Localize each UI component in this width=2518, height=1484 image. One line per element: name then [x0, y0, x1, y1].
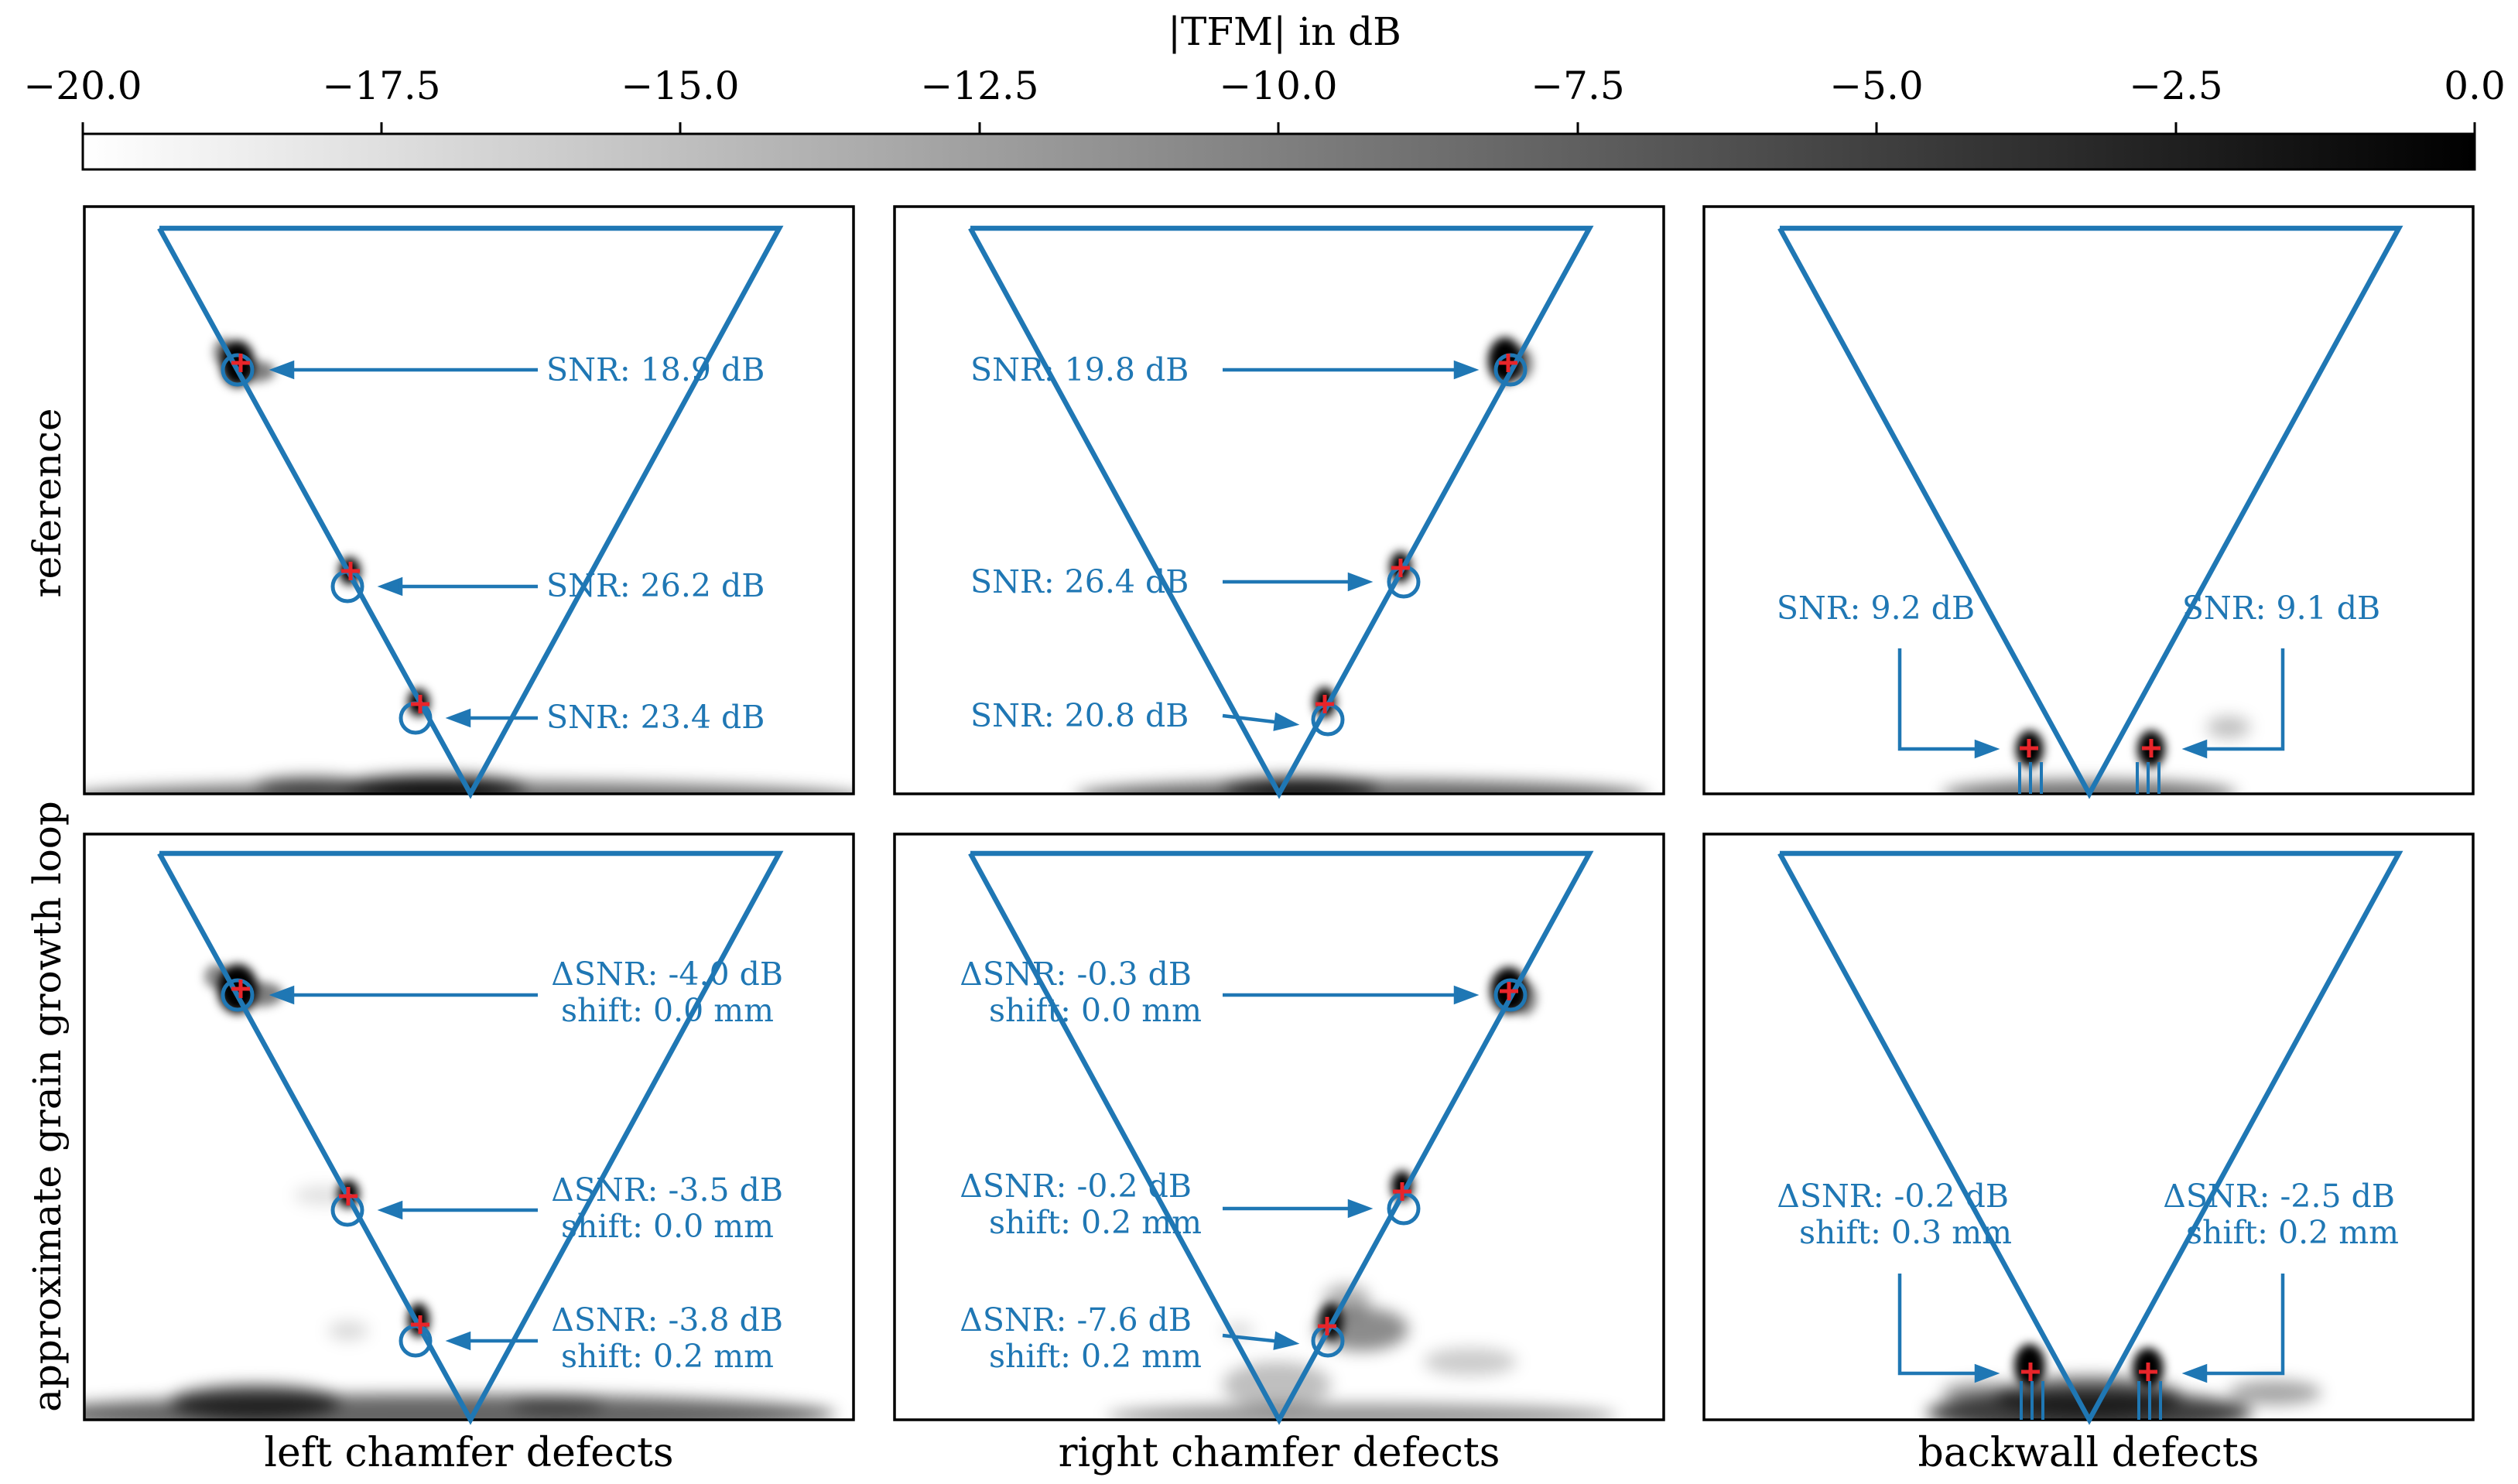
delta-snr-annotation: ΔSNR: -3.8 dB — [551, 1301, 783, 1339]
colorbar-tick-label: 0.0 — [2444, 63, 2506, 108]
delta-snr-annotation: ΔSNR: -0.2 dB — [960, 1168, 1192, 1205]
specimen-outline — [968, 225, 1594, 799]
specimen-outline — [157, 850, 784, 1425]
column-label-left: left chamfer defects — [264, 1430, 673, 1476]
shift-annotation: shift: 0.2 mm — [989, 1338, 1202, 1375]
colorbar: |TFM| in dB −20.0 −17.5 −15.0 −12.5 −10.… — [23, 9, 2506, 171]
panel-reference-left-chamfer: SNR: 18.9 dB SNR: 26.2 dB SNR: 23.4 dB — [83, 205, 855, 799]
shift-annotation: shift: 0.2 mm — [561, 1338, 774, 1375]
snr-annotation: SNR: 23.4 dB — [546, 699, 765, 736]
delta-snr-annotation: ΔSNR: -7.6 dB — [960, 1301, 1192, 1339]
snr-annotation: SNR: 19.8 dB — [970, 351, 1189, 388]
snr-annotation: SNR: 9.2 dB — [1777, 590, 1975, 627]
shift-annotation: shift: 0.0 mm — [989, 992, 1202, 1029]
colorbar-ticks — [81, 122, 2476, 134]
panel-reference-backwall: SNR: 9.2 dB SNR: 9.1 dB — [1702, 205, 2475, 799]
snr-annotation: SNR: 26.2 dB — [546, 567, 765, 604]
shift-annotation: shift: 0.3 mm — [1799, 1214, 2012, 1251]
tfm-image — [1076, 337, 1647, 794]
delta-snr-annotation: ΔSNR: -2.5 dB — [2163, 1178, 2395, 1215]
colorbar-label: |TFM| in dB — [1168, 9, 1401, 54]
specimen-outline — [1777, 850, 2403, 1425]
colorbar-tick-label: −2.5 — [2129, 63, 2222, 108]
panel-loop-backwall: ΔSNR: -0.2 dB shift: 0.3 mm ΔSNR: -2.5 d… — [1702, 833, 2475, 1425]
panel-loop-left-chamfer: ΔSNR: -4.0 dB shift: 0.0 mm ΔSNR: -3.5 d… — [83, 833, 855, 1425]
panel-frame — [1702, 205, 2475, 795]
colorbar-tick-label: −5.0 — [1829, 63, 1923, 108]
row-label-reference: reference — [25, 409, 70, 598]
snr-annotation: SNR: 20.8 dB — [970, 697, 1189, 734]
delta-snr-annotation: ΔSNR: -0.2 dB — [1777, 1178, 2009, 1215]
specimen-outline — [157, 225, 784, 799]
shift-annotation: shift: 0.2 mm — [2186, 1214, 2399, 1251]
snr-annotation: SNR: 18.9 dB — [546, 351, 765, 388]
delta-snr-annotation: ΔSNR: -3.5 dB — [551, 1171, 783, 1209]
colorbar-tick-label: −17.5 — [322, 63, 440, 108]
delta-snr-annotation: ΔSNR: -0.3 dB — [960, 956, 1192, 993]
shift-annotation: shift: 0.0 mm — [561, 992, 774, 1029]
colorbar-tick-label: −15.0 — [621, 63, 739, 108]
snr-annotation: SNR: 26.4 dB — [970, 563, 1189, 600]
colorbar-tick-label: −10.0 — [1219, 63, 1337, 108]
shift-annotation: shift: 0.0 mm — [561, 1208, 774, 1245]
shift-annotation: shift: 0.2 mm — [989, 1204, 1202, 1241]
column-label-right: right chamfer defects — [1059, 1430, 1500, 1476]
specimen-outline — [1777, 225, 2403, 799]
delta-snr-annotation: ΔSNR: -4.0 dB — [551, 956, 783, 993]
row-label-loop: approximate grain growth loop — [25, 801, 70, 1412]
snr-annotation: SNR: 9.1 dB — [2182, 590, 2380, 627]
panel-loop-right-chamfer: ΔSNR: -0.3 dB shift: 0.0 mm ΔSNR: -0.2 d… — [893, 833, 1665, 1425]
column-label-backwall: backwall defects — [1918, 1430, 2259, 1476]
colorbar-tick-label: −7.5 — [1531, 63, 1624, 108]
colorbar-gradient — [81, 132, 2476, 171]
panel-reference-right-chamfer: SNR: 19.8 dB SNR: 26.4 dB SNR: 20.8 dB — [893, 205, 1665, 799]
specimen-outline — [968, 850, 1594, 1425]
colorbar-tick-label: −12.5 — [920, 63, 1038, 108]
colorbar-tick-label: −20.0 — [23, 63, 142, 108]
